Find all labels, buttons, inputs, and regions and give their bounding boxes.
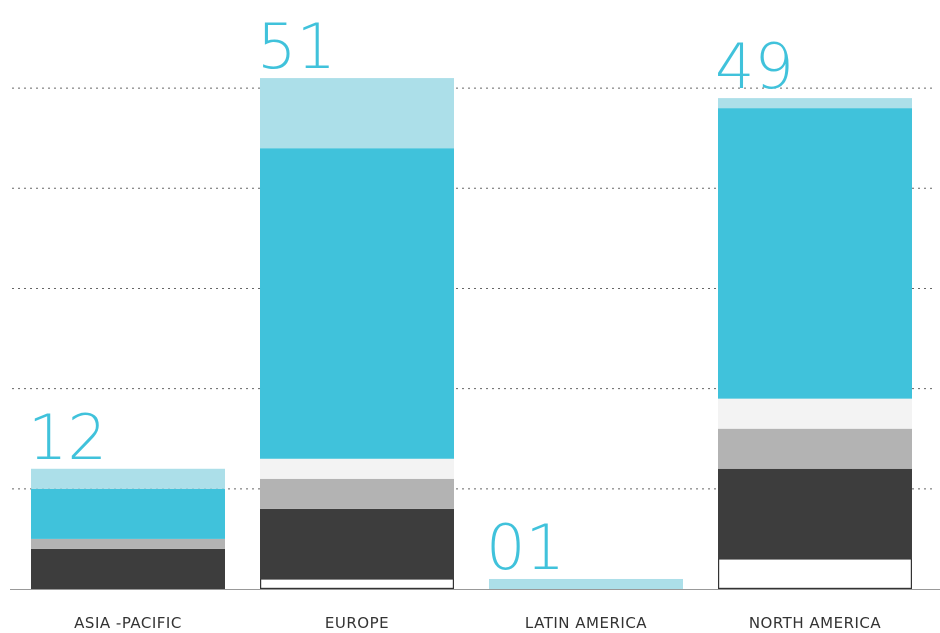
x-tick-label: EUROPE (325, 614, 389, 632)
bar-segment (260, 458, 454, 479)
bar-segment (718, 468, 912, 559)
bar-segment (260, 478, 454, 509)
bar-segment (31, 538, 225, 549)
bar-segment (31, 548, 225, 589)
bar-segment (717, 558, 912, 589)
x-tick-label: NORTH AMERICA (749, 614, 882, 632)
total-label: 01 (486, 511, 565, 584)
bar-segment (260, 508, 454, 579)
bar-segment (31, 468, 225, 489)
bar-segment (260, 148, 454, 459)
x-tick-label: LATIN AMERICA (525, 614, 647, 632)
bar-segment (260, 578, 455, 589)
total-label: 49 (715, 30, 794, 103)
bar-segment (718, 98, 912, 109)
bar-segment (718, 108, 912, 399)
bar-segment (31, 488, 225, 539)
bar-segment (260, 78, 454, 149)
bar-segment (718, 398, 912, 429)
x-tick-label: ASIA -PACIFIC (74, 614, 182, 632)
bar-segment (718, 428, 912, 469)
bar-segment (489, 578, 683, 589)
total-label: 51 (257, 10, 336, 83)
total-label: 12 (28, 401, 107, 474)
